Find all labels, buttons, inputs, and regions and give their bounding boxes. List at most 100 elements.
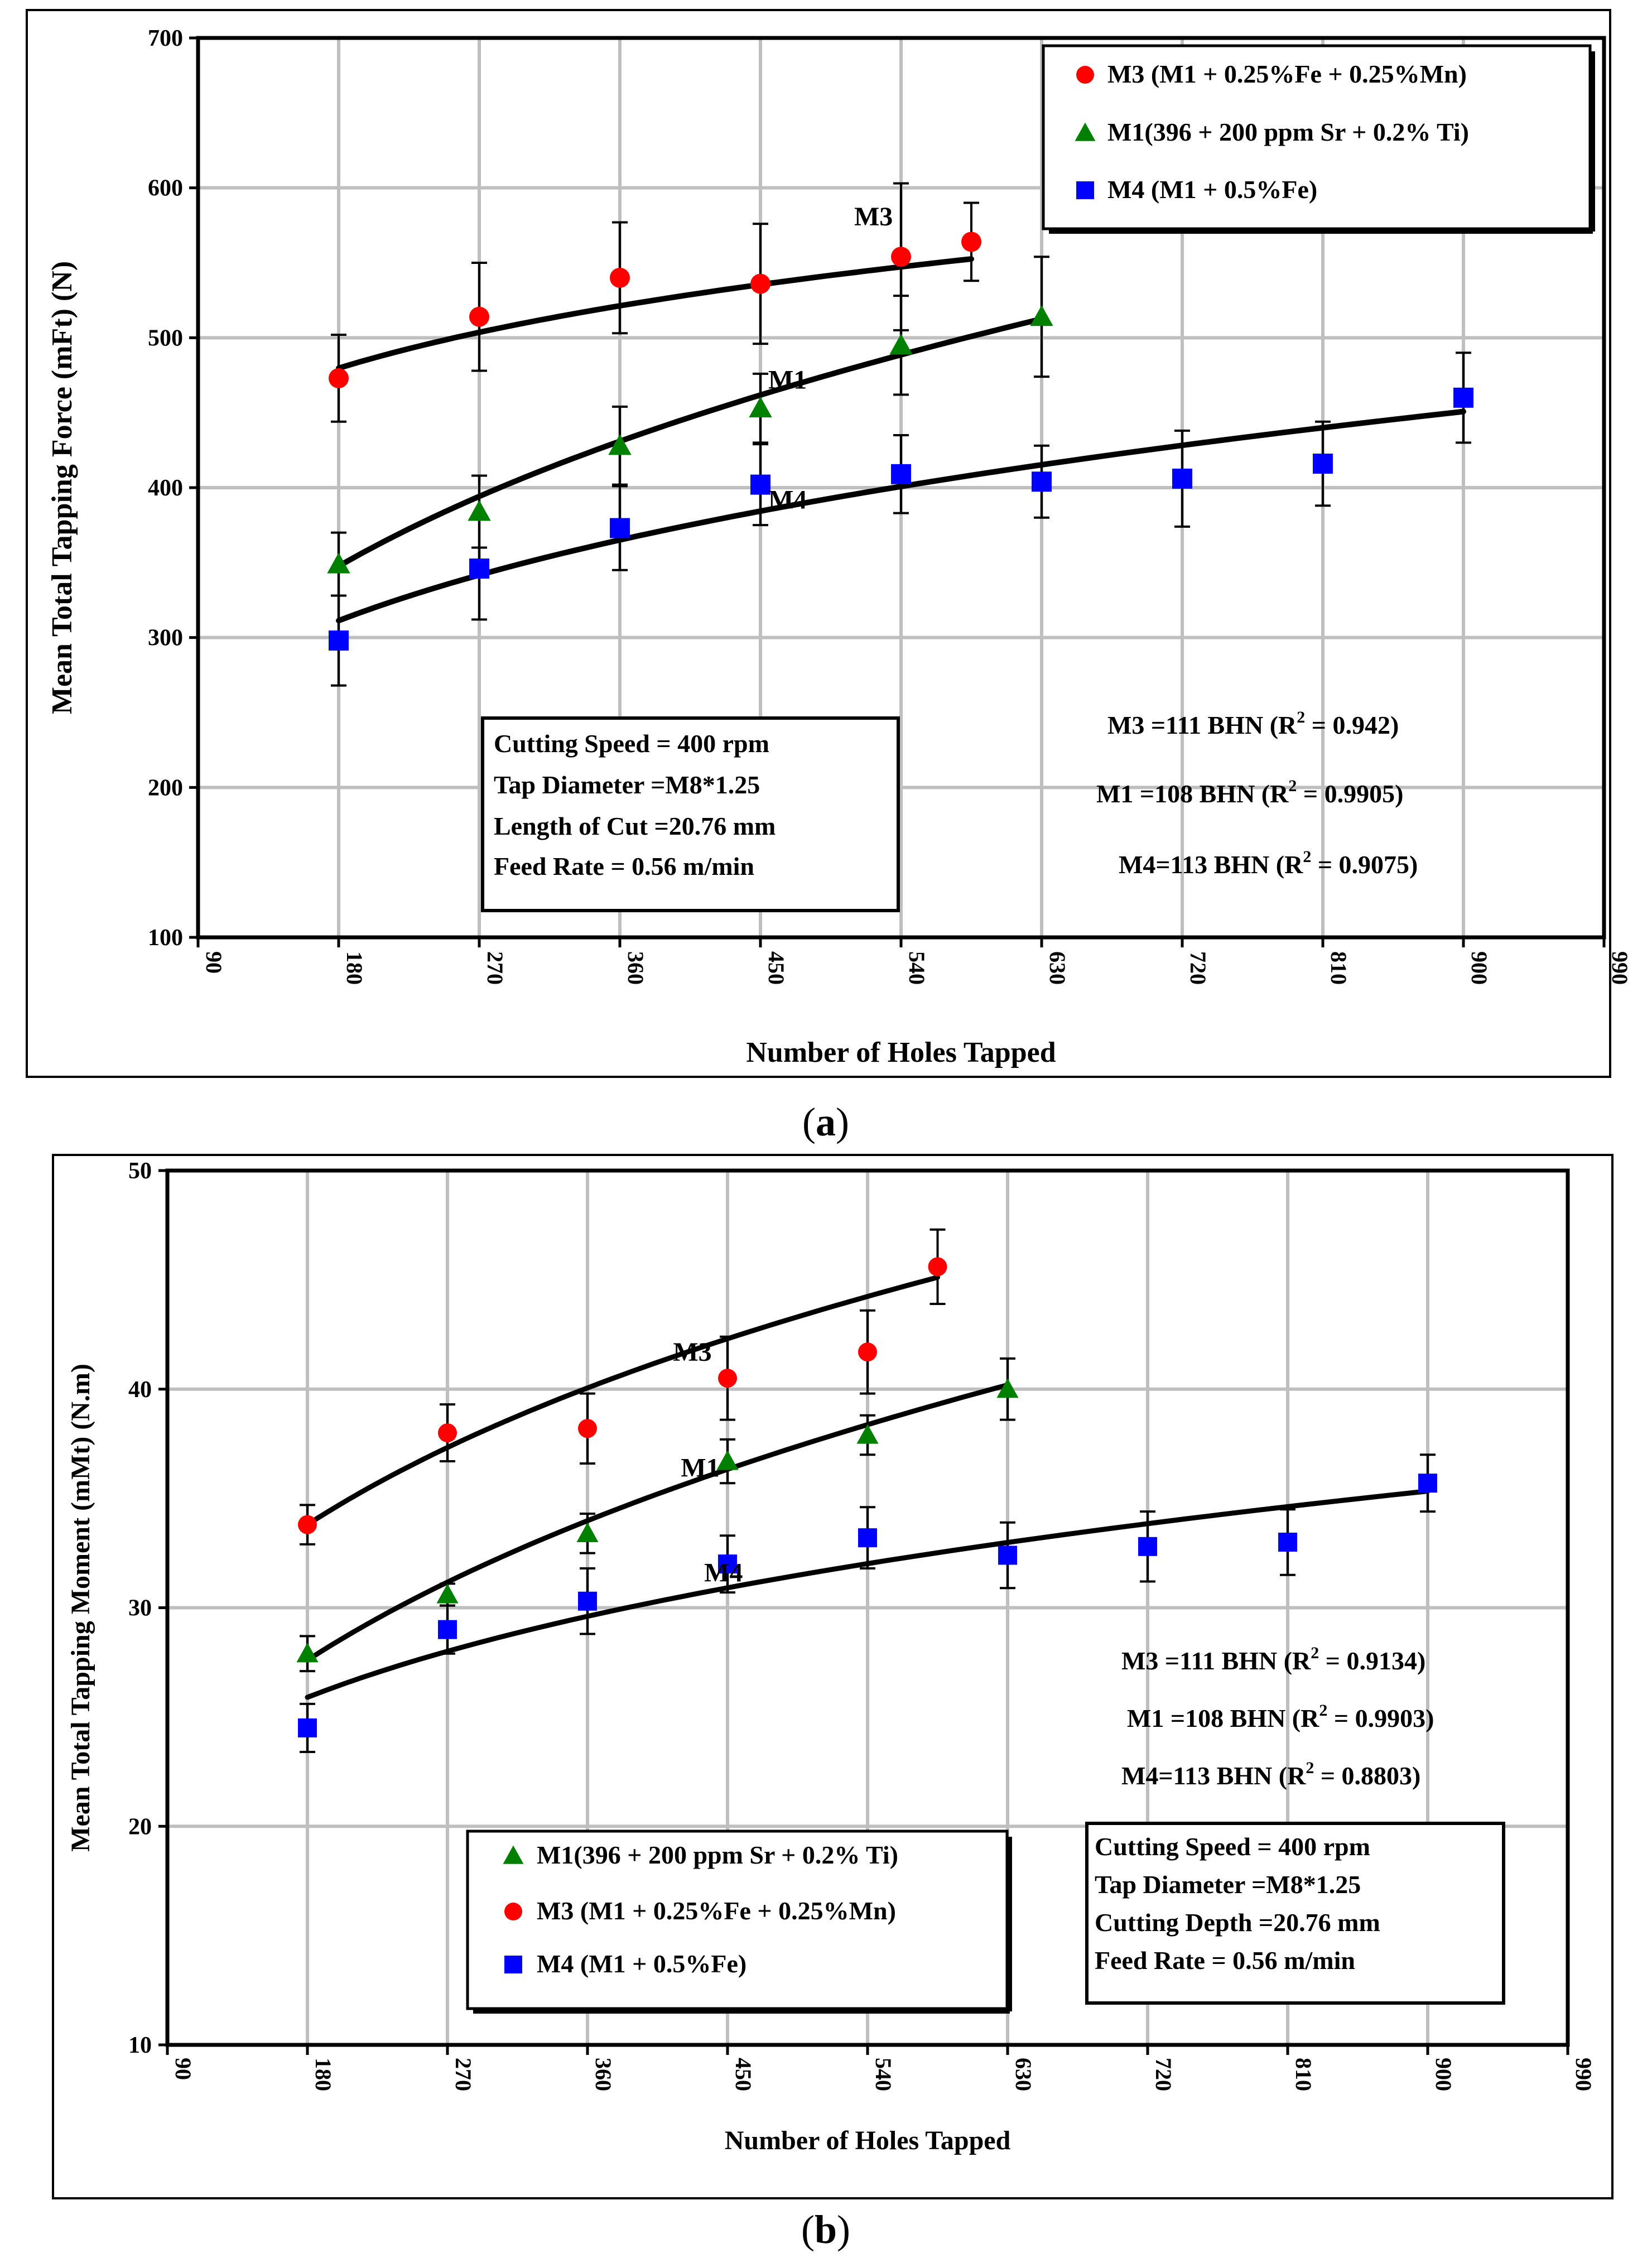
x-tick-label: 540 bbox=[871, 2058, 896, 2091]
data-point-M3 bbox=[329, 368, 349, 388]
conditions-line: Tap Diameter =M8*1.25 bbox=[1095, 1870, 1361, 1899]
x-tick-label: 720 bbox=[1186, 951, 1211, 985]
data-point-M4 bbox=[1313, 454, 1333, 474]
curve-label-M3: M3 bbox=[673, 1337, 711, 1367]
x-tick-label: 630 bbox=[1011, 2058, 1036, 2091]
x-tick-label: 450 bbox=[731, 2058, 756, 2091]
y-tick-label: 700 bbox=[148, 26, 183, 51]
legend-box bbox=[466, 1829, 1009, 2010]
y-tick-label: 300 bbox=[148, 625, 183, 651]
r2-label-text: M4=113 BHN (R bbox=[1119, 850, 1303, 879]
legend-marker-M3 bbox=[1076, 66, 1094, 84]
data-point-M1 bbox=[1030, 305, 1053, 326]
curve-label-M4: M4 bbox=[704, 1558, 743, 1587]
conditions-line: Cutting Speed = 400 rpm bbox=[494, 729, 769, 758]
conditions-line: Cutting Depth =20.76 mm bbox=[1095, 1908, 1380, 1937]
y-tick-label: 10 bbox=[128, 2033, 152, 2058]
data-point-M3 bbox=[961, 232, 981, 252]
data-point-M4 bbox=[1032, 471, 1052, 492]
conditions-line: Tap Diameter =M8*1.25 bbox=[494, 771, 760, 799]
legend-label-M3: M3 (M1 + 0.25%Fe + 0.25%Mn) bbox=[1107, 60, 1467, 88]
caption-letter: a bbox=[816, 1100, 836, 1144]
y-tick-label: 200 bbox=[148, 775, 183, 801]
x-axis-label: Number of Holes Tapped bbox=[725, 2126, 1011, 2155]
data-point-M1 bbox=[608, 434, 632, 455]
data-point-M4 bbox=[1453, 387, 1473, 408]
data-point-M3 bbox=[718, 1369, 737, 1388]
data-point-M1 bbox=[856, 1424, 879, 1444]
y-tick-label: 500 bbox=[148, 325, 183, 351]
r2-label-value: = 0.9075) bbox=[1311, 850, 1418, 879]
y-tick-label: 30 bbox=[128, 1596, 152, 1621]
x-tick-label: 180 bbox=[342, 951, 367, 985]
y-axis-label: Mean Total Tapping Moment (mMt) (N.m) bbox=[66, 1364, 95, 1852]
data-point-M1 bbox=[436, 1583, 459, 1604]
figure-caption: (a) bbox=[802, 1100, 849, 1144]
conditions-line: Feed Rate = 0.56 m/min bbox=[1095, 1946, 1355, 1975]
conditions-line: Feed Rate = 0.56 m/min bbox=[494, 852, 754, 880]
fit-curve-M3 bbox=[336, 256, 974, 371]
data-point-M3 bbox=[438, 1423, 457, 1443]
data-point-M4 bbox=[718, 1554, 737, 1574]
r2-label: M3 =111 BHN (R2 = 0.942) bbox=[1107, 708, 1399, 739]
x-tick-label: 630 bbox=[1045, 951, 1070, 985]
data-point-M4 bbox=[998, 1546, 1017, 1565]
y-tick-label: 40 bbox=[128, 1377, 152, 1403]
r2-label: M4=113 BHN (R2 = 0.8803) bbox=[1121, 1759, 1420, 1790]
data-point-M4 bbox=[610, 518, 630, 538]
r2-label-value: = 0.9903) bbox=[1327, 1704, 1434, 1732]
data-point-M1 bbox=[996, 1378, 1019, 1398]
data-point-M4 bbox=[1138, 1537, 1157, 1556]
y-tick-label: 20 bbox=[128, 1814, 152, 1840]
legend-marker-M4 bbox=[1076, 181, 1094, 199]
data-point-M3 bbox=[298, 1515, 317, 1534]
legend-marker-M1 bbox=[503, 1845, 524, 1864]
legend-label-M4: M4 (M1 + 0.5%Fe) bbox=[1107, 175, 1317, 204]
r2-superscript: 2 bbox=[1319, 1701, 1327, 1720]
y-tick-label: 600 bbox=[148, 176, 183, 201]
x-tick-label: 900 bbox=[1467, 951, 1492, 985]
fit-curve-M3 bbox=[305, 1274, 940, 1528]
r2-superscript: 2 bbox=[1306, 1759, 1314, 1777]
data-point-M1 bbox=[296, 1643, 319, 1663]
fit-curve-M1 bbox=[305, 1382, 1010, 1663]
data-point-M3 bbox=[891, 247, 911, 267]
legend-box bbox=[1042, 44, 1592, 230]
x-tick-label: 180 bbox=[311, 2058, 336, 2091]
data-point-M3 bbox=[858, 1342, 877, 1362]
curve-label-M1: M1 bbox=[681, 1453, 719, 1482]
legend-marker-M4 bbox=[504, 1956, 522, 1973]
chart-b: 90 180 270 360 450 540 630 720 810 900 990 10 20 30 40… bbox=[52, 1154, 1614, 2252]
r2-label-value: = 0.8803) bbox=[1314, 1761, 1420, 1790]
figure-caption: (b) bbox=[801, 2207, 850, 2252]
r2-label: M1 =108 BHN (R2 = 0.9903) bbox=[1127, 1701, 1434, 1732]
data-point-M1 bbox=[468, 500, 491, 521]
r2-superscript: 2 bbox=[1288, 777, 1297, 795]
legend-marker-M1 bbox=[1075, 122, 1096, 141]
chart-frame bbox=[52, 1154, 1614, 2199]
y-tick-label: 50 bbox=[128, 1158, 152, 1184]
legend-label-M1: M1(396 + 200 ppm Sr + 0.2% Ti) bbox=[537, 1841, 898, 1869]
legend-label-M4: M4 (M1 + 0.5%Fe) bbox=[537, 1949, 746, 1978]
conditions-box bbox=[1085, 1822, 1505, 2005]
r2-label-value: = 0.9905) bbox=[1297, 779, 1403, 808]
caption-open: ( bbox=[801, 2207, 815, 2252]
x-tick-label: 720 bbox=[1151, 2058, 1176, 2091]
x-tick-label: 270 bbox=[483, 951, 508, 985]
caption-close: ) bbox=[837, 2207, 850, 2252]
data-point-M1 bbox=[889, 334, 913, 355]
caption-open: ( bbox=[802, 1100, 816, 1144]
data-point-M3 bbox=[610, 267, 630, 288]
data-point-M4 bbox=[1278, 1532, 1297, 1552]
data-point-M4 bbox=[858, 1528, 877, 1548]
conditions-box bbox=[481, 716, 900, 912]
r2-label: M4=113 BHN (R2 = 0.9075) bbox=[1119, 848, 1418, 879]
data-point-M4 bbox=[891, 464, 911, 484]
legend-label-M1: M1(396 + 200 ppm Sr + 0.2% Ti) bbox=[1107, 118, 1469, 146]
x-tick-label: 90 bbox=[171, 2058, 196, 2080]
data-point-M3 bbox=[469, 306, 489, 327]
caption-close: ) bbox=[836, 1100, 849, 1144]
data-point-M4 bbox=[298, 1718, 317, 1737]
r2-label: M1 =108 BHN (R2 = 0.9905) bbox=[1096, 777, 1403, 808]
x-tick-label: 360 bbox=[591, 2058, 616, 2091]
